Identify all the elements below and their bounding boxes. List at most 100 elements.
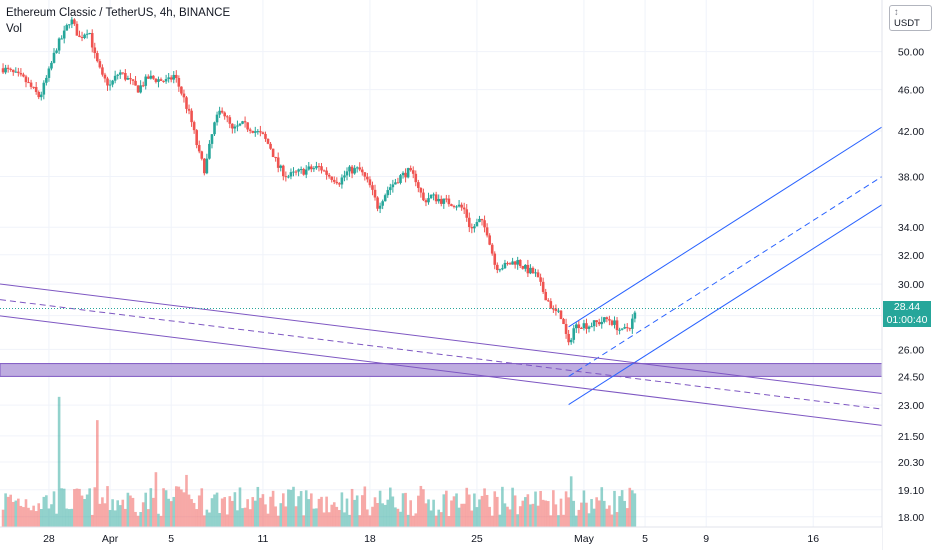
volume-bar — [42, 496, 46, 527]
volume-bar — [625, 508, 629, 527]
volume-bar — [493, 491, 497, 527]
volume-bar — [73, 489, 76, 527]
volume-bar — [248, 509, 252, 527]
candle-body — [103, 74, 107, 79]
volume-bar — [386, 499, 390, 527]
current-price-tag: 28.44 01:00:40 — [883, 301, 931, 328]
candle-body — [521, 266, 525, 269]
volume-bar — [608, 505, 611, 527]
candle-body — [427, 198, 430, 203]
x-tick-label: 5 — [168, 533, 174, 545]
candle-body — [65, 25, 69, 31]
candle-body — [340, 177, 344, 185]
candle-body — [251, 130, 255, 133]
candle-body — [101, 67, 104, 75]
candle-body — [141, 85, 145, 87]
volume-bar — [401, 493, 405, 527]
candle-body — [256, 131, 260, 133]
volume-bar — [307, 499, 311, 527]
volume-bar — [236, 510, 239, 527]
candle-body — [414, 173, 418, 183]
candle-body — [317, 166, 321, 168]
volume-bar — [424, 503, 428, 527]
candle-body — [180, 86, 183, 94]
channel-median-line — [0, 299, 883, 410]
candle-body — [585, 323, 588, 329]
candle-body — [592, 320, 596, 327]
candle-body — [473, 226, 476, 229]
volume-bar — [131, 497, 135, 527]
candle-body — [304, 169, 308, 175]
volume-bar — [294, 506, 298, 527]
volume-bar — [65, 508, 69, 527]
candle-body — [299, 169, 303, 171]
volume-bar — [338, 510, 341, 527]
volume-bar — [373, 497, 377, 527]
candle-body — [536, 272, 540, 278]
candle-body — [564, 324, 568, 334]
volume-bar — [480, 495, 484, 527]
candle-body — [197, 145, 201, 152]
volume-bar — [96, 420, 99, 527]
volume-bar — [603, 500, 606, 527]
candle-body — [559, 310, 563, 320]
candle-body — [424, 200, 428, 203]
candle-body — [322, 170, 326, 172]
volume-bar — [27, 507, 30, 527]
candle-body — [465, 209, 469, 218]
volume-bar — [473, 493, 476, 527]
candle-body — [406, 168, 410, 178]
candle-body — [610, 320, 614, 325]
volume-bar — [172, 496, 176, 527]
candle-body — [383, 195, 387, 202]
candle-body — [17, 71, 20, 74]
candle-body — [248, 129, 252, 131]
candle-body — [243, 121, 247, 123]
volume-bar — [6, 496, 10, 527]
volume-bar — [200, 488, 204, 527]
volume-bar — [595, 497, 598, 527]
candle-body — [73, 19, 76, 24]
candle-body — [4, 67, 7, 73]
candle-body — [483, 220, 486, 228]
candle-body — [401, 172, 405, 176]
current-price-value: 28.44 — [893, 301, 921, 314]
volume-bar — [159, 515, 163, 527]
candle-body — [508, 263, 512, 265]
candle-body — [363, 172, 367, 177]
candle-body — [498, 269, 502, 271]
x-tick-label: 9 — [703, 533, 709, 545]
candle-body — [493, 253, 497, 265]
volume-bar — [243, 507, 247, 527]
x-tick-label: Apr — [102, 533, 119, 545]
x-tick-label: 16 — [807, 533, 819, 545]
volume-bar — [399, 511, 402, 527]
volume-bar — [167, 498, 170, 527]
candle-body — [19, 73, 23, 75]
candle-body — [261, 132, 265, 134]
volume-bar — [381, 503, 384, 527]
candle-body — [134, 80, 137, 86]
candle-body — [177, 78, 181, 87]
candle-body — [111, 80, 114, 85]
volume-bar — [152, 497, 155, 527]
volume-bar — [246, 499, 249, 527]
y-tick-label: 26.00 — [898, 344, 924, 356]
volume-bar — [427, 499, 430, 527]
candle-body — [587, 326, 591, 329]
candle-body — [503, 262, 507, 269]
candle-body — [350, 166, 354, 174]
candle-body — [394, 182, 397, 185]
candle-body — [368, 179, 372, 186]
volume-bar — [75, 488, 79, 527]
currency-button[interactable]: ↕ USDT — [889, 5, 932, 31]
volume-bar — [549, 515, 553, 527]
volume-bar — [279, 503, 283, 527]
volume-bar — [376, 503, 379, 527]
candle-body — [552, 308, 555, 310]
volume-bar — [363, 486, 367, 527]
candle-body — [417, 182, 420, 188]
candle-body — [75, 23, 79, 36]
volume-bar — [11, 501, 15, 527]
